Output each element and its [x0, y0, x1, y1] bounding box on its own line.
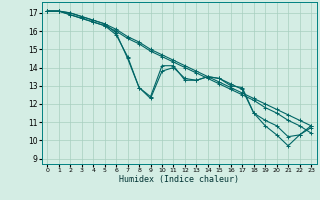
X-axis label: Humidex (Indice chaleur): Humidex (Indice chaleur)	[119, 175, 239, 184]
